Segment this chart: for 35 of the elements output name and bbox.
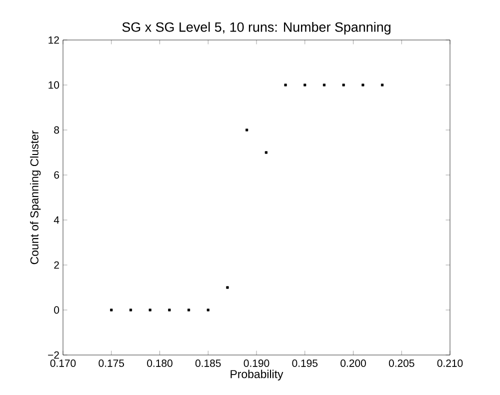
point <box>168 308 171 312</box>
point <box>342 84 345 86</box>
x-tick-label: 0.195 <box>292 360 318 367</box>
x-tick-label: 0.210 <box>437 360 463 367</box>
point <box>226 286 229 289</box>
y-tick-label: 6 <box>54 171 60 179</box>
point <box>304 84 306 86</box>
point <box>246 128 248 132</box>
x-tick-label: 0.200 <box>340 360 366 367</box>
x-tick-label: 0.180 <box>147 360 172 367</box>
x-tick-label: 0.175 <box>98 360 124 367</box>
x-tick-label: 0.170 <box>50 360 76 367</box>
y-axis-title: Count of Spanning Cluster <box>30 130 41 264</box>
y-tick-label: −2 <box>48 351 59 359</box>
point <box>284 84 287 86</box>
point <box>362 84 364 86</box>
x-tick-label: 0.185 <box>195 360 221 367</box>
y-tick-label: 0 <box>54 306 60 314</box>
x-axis-title: Probability <box>230 370 284 380</box>
point <box>187 308 190 312</box>
chart-title: SG x SG Level 5, 10 runs: Number Spanning <box>122 22 390 35</box>
point <box>322 84 326 86</box>
y-tick-label: 10 <box>48 81 60 89</box>
point <box>110 308 113 312</box>
point <box>380 84 384 86</box>
x-tick-label: 0.190 <box>244 360 270 367</box>
point <box>148 308 152 312</box>
point <box>264 151 268 154</box>
y-tick-label: 8 <box>54 126 60 134</box>
y-tick-label: 4 <box>54 216 60 224</box>
point <box>129 308 132 312</box>
y-tick-label: 12 <box>48 36 59 44</box>
y-tick-label: 2 <box>54 261 59 269</box>
x-tick-label: 0.205 <box>388 360 414 367</box>
point <box>206 308 210 312</box>
